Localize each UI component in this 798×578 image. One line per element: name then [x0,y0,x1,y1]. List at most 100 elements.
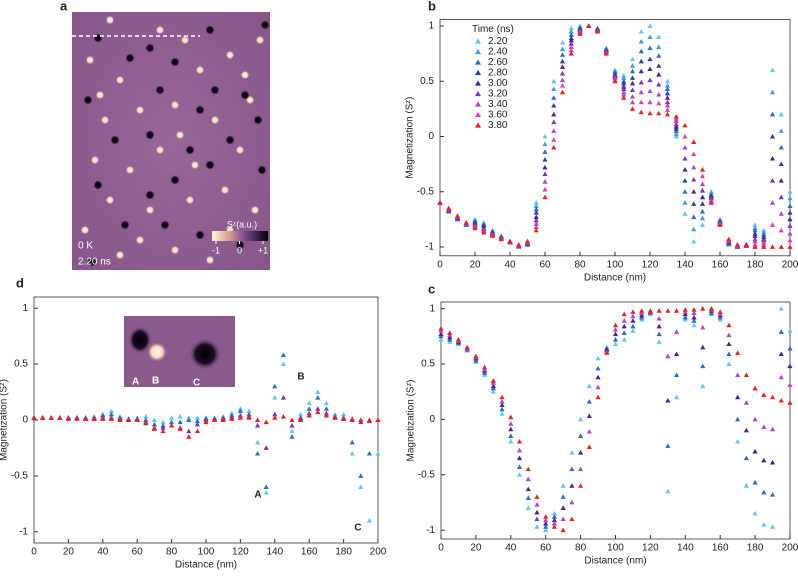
marker [665,443,671,448]
marker [787,189,793,194]
marker [752,244,758,249]
marker [700,363,706,369]
marker [533,224,539,230]
marker [499,399,505,404]
marker [508,414,514,420]
marker [560,516,566,522]
marker [508,433,514,438]
marker [621,323,627,329]
marker [490,383,496,389]
marker [255,439,261,445]
marker [516,464,523,469]
marker [752,233,758,238]
marker [499,402,505,407]
marker [272,411,278,417]
marker [664,78,671,84]
dark-dot [125,53,135,63]
marker [455,337,462,342]
dark-dot [145,130,155,140]
marker [542,149,548,154]
y-tick-label: 0 [22,415,28,426]
x-tick-label: 40 [504,259,516,270]
marker [769,244,776,249]
bright-dot [100,115,110,125]
legend-label: 2.60 [488,57,508,68]
bright-dot [180,35,190,45]
marker [787,216,793,222]
marker [533,227,539,233]
marker [508,438,514,444]
marker [612,337,619,342]
marker [629,75,636,80]
x-tick-label: 200 [370,547,387,558]
marker [743,372,749,378]
marker [186,434,192,439]
marker [656,308,662,313]
marker [595,365,601,371]
marker [525,466,531,472]
marker [787,231,793,236]
marker [726,361,732,366]
marker [673,131,679,137]
marker [534,509,540,515]
marker [560,483,566,488]
marker [40,415,46,420]
marker [647,45,653,51]
inset-label: C [193,378,200,389]
marker [315,389,321,394]
marker [551,524,558,529]
marker [194,421,200,427]
marker [255,422,261,428]
marker [700,324,706,330]
marker [769,459,776,465]
x-tick-label: 20 [63,547,75,558]
marker [691,307,697,312]
y-tick-label: 0.5 [420,76,434,87]
marker [699,173,706,179]
marker [551,128,557,133]
marker [700,344,706,350]
marker [280,414,286,419]
dark-dot [210,85,220,95]
x-tick-label: 20 [470,543,482,554]
marker [559,64,566,69]
dark-dot [185,145,195,155]
marker [490,389,496,394]
x-tick-label: 160 [301,547,318,558]
marker [682,314,688,320]
x-tick-label: 140 [677,259,694,270]
marker [263,445,269,450]
marker [551,137,557,142]
marker [664,90,671,96]
marker [734,242,741,247]
dark-dot [205,160,215,170]
marker [516,472,523,477]
marker [57,415,63,420]
marker [752,222,758,227]
y-axis-label: Magnetization (Sᶻ) [0,379,10,461]
marker [769,222,776,227]
marker [787,400,793,405]
marker [647,23,653,28]
marker [673,308,680,313]
marker [160,428,166,434]
dark-dot [155,85,165,95]
marker [533,217,539,223]
marker [551,78,557,84]
marker [534,502,540,507]
marker [700,383,706,389]
marker [143,414,149,419]
marker [323,406,329,411]
dark-dot [170,57,180,67]
marker [787,210,793,215]
bright-dot [250,205,260,215]
marker [280,395,286,400]
panel-label: c [428,281,435,296]
marker [533,214,539,220]
marker [778,144,784,150]
marker [656,72,662,77]
marker [612,78,618,84]
x-tick-label: 0 [437,259,443,270]
marker [551,102,557,108]
marker [473,353,479,359]
